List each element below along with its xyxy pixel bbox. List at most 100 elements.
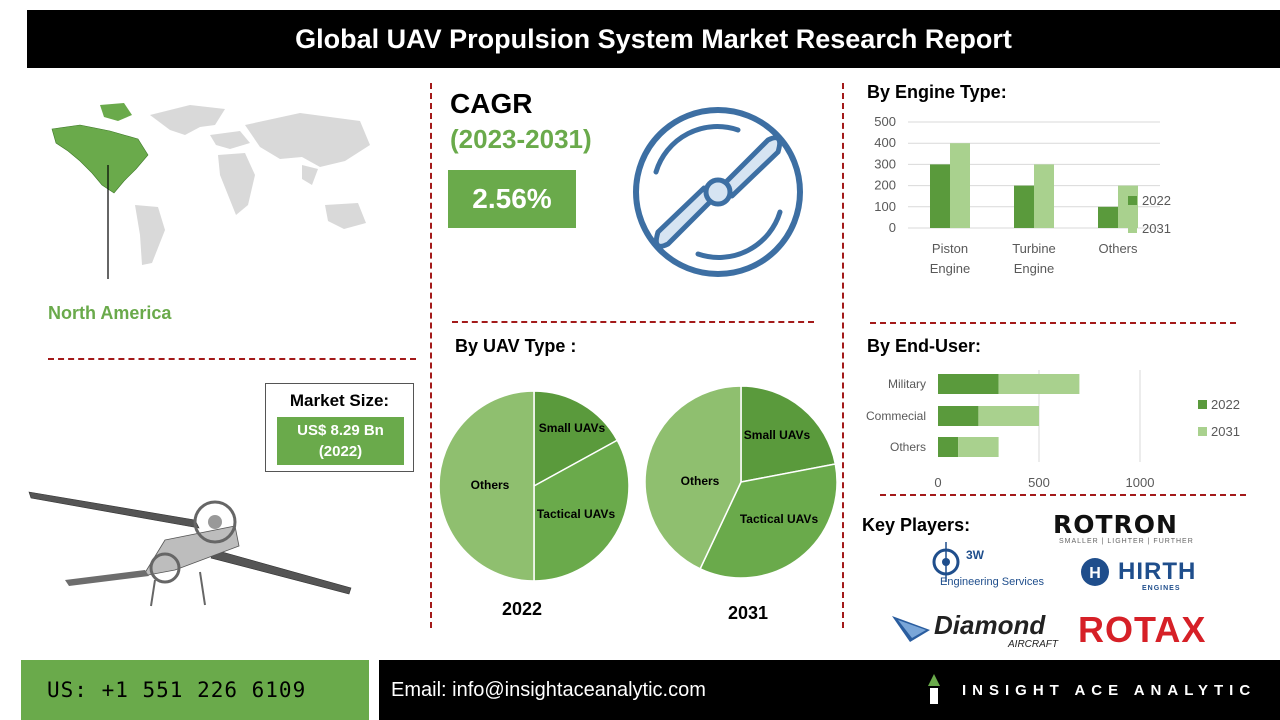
enduser-x-tick: 1000 xyxy=(1126,475,1155,490)
engine-y-tick: 300 xyxy=(874,156,896,171)
pie-slice-label: Others xyxy=(471,478,510,492)
diamond-logo: Diamond AIRCRAFT xyxy=(890,610,1075,652)
rotron-logo: ROTRON SMALLER | LIGHTER | FURTHER xyxy=(1053,512,1243,548)
pie-slice xyxy=(438,390,535,582)
pie-slice-label: Tactical UAVs xyxy=(537,507,616,521)
enduser-bar-2022 xyxy=(938,374,999,394)
pie-slice xyxy=(740,385,837,483)
engine-y-tick: 200 xyxy=(874,178,896,193)
engine-legend-swatch xyxy=(1128,196,1137,205)
engine-y-tick: 400 xyxy=(874,135,896,150)
engine-bar-2031 xyxy=(1034,164,1054,228)
enduser-x-tick: 0 xyxy=(934,475,941,490)
divider-engine xyxy=(870,322,1236,324)
market-size-amount: US$ 8.29 Bn xyxy=(297,422,384,439)
market-size-year: (2022) xyxy=(318,443,363,460)
diamond-wing-icon xyxy=(892,616,930,642)
pie-year-2031: 2031 xyxy=(728,603,769,623)
pie-slice-label: Tactical UAVs xyxy=(740,512,819,526)
world-map xyxy=(51,103,370,279)
divider-enduser xyxy=(880,494,1246,496)
engine-y-tick: 100 xyxy=(874,199,896,214)
cagr-title: CAGR xyxy=(450,88,533,119)
threew-logo-text: 3W xyxy=(966,548,984,562)
enduser-legend-label: 2031 xyxy=(1211,424,1240,439)
engine-type-chart: 0 100 200 300 400 500 Piston Engine Turbine Engin… xyxy=(874,114,1171,276)
engine-category-label: Engine xyxy=(1014,261,1054,276)
cagr-value: 2.56% xyxy=(448,170,576,228)
divider-right xyxy=(842,83,844,628)
engine-y-tick: 0 xyxy=(889,220,896,235)
uav-type-pie-2022: Small UAVs Tactical UAVs Others xyxy=(438,390,630,582)
threew-sub-text: Engineering Services xyxy=(940,576,1044,588)
pie-slice xyxy=(699,463,838,579)
pie-slice xyxy=(533,439,630,582)
rotron-tagline: SMALLER | LIGHTER | FURTHER xyxy=(1059,538,1194,545)
key-players-title: Key Players: xyxy=(862,515,971,535)
footer-email: Email: info@insightaceanalytic.com xyxy=(379,660,1280,720)
enduser-category-label: Others xyxy=(890,440,926,454)
enduser-bar-2022 xyxy=(938,437,959,457)
enduser-category-label: Military xyxy=(888,377,926,391)
enduser-bar-2022 xyxy=(938,406,979,426)
engine-legend-label: 2022 xyxy=(1142,193,1171,208)
market-size-title: Market Size: xyxy=(289,391,390,410)
engine-category-label: Turbine xyxy=(1012,241,1056,256)
divider-cagr xyxy=(452,321,814,323)
engine-type-title: By Engine Type: xyxy=(867,82,1007,102)
end-user-chart: 0 500 1000 Military Commecial Others 2022 2031 xyxy=(866,370,1240,490)
rotax-logo-text: ROTAX xyxy=(1078,609,1207,650)
divider-map xyxy=(48,358,416,360)
divider-left xyxy=(430,83,432,628)
enduser-legend-swatch xyxy=(1198,400,1207,409)
diamond-logo-text: Diamond xyxy=(934,610,1046,640)
uav-illustration xyxy=(28,491,352,607)
pie-slice xyxy=(644,385,742,570)
engine-category-label: Piston xyxy=(932,241,968,256)
enduser-category-label: Commecial xyxy=(866,409,926,423)
enduser-bar-2031 xyxy=(978,406,1039,426)
hirth-logo: H HIRTH ENGINES xyxy=(1080,556,1220,596)
market-size-box: Market Size: US$ 8.29 Bn (2022) xyxy=(265,383,414,472)
svg-text:H: H xyxy=(1089,565,1101,582)
hirth-logo-text: HIRTH xyxy=(1118,558,1197,585)
engine-legend-swatch xyxy=(1128,224,1137,233)
pie-slice-label: Small UAVs xyxy=(539,421,606,435)
region-label: North America xyxy=(48,303,172,323)
pie-year-2022: 2022 xyxy=(502,599,543,619)
rotax-logo: ROTAX xyxy=(1078,610,1248,650)
engine-bar-2031 xyxy=(1118,185,1138,228)
footer-brand: INSIGHT ACE ANALYTIC xyxy=(962,682,1257,699)
rotron-logo-text: ROTRON xyxy=(1053,510,1178,539)
engine-bar-2022 xyxy=(930,164,950,228)
engine-y-tick: 500 xyxy=(874,114,896,129)
engine-bar-2022 xyxy=(1098,206,1118,228)
enduser-x-tick: 500 xyxy=(1028,475,1050,490)
pie-slice-label: Small UAVs xyxy=(744,428,811,442)
diamond-sub-text: AIRCRAFT xyxy=(1008,639,1058,650)
end-user-title: By End-User: xyxy=(867,336,982,356)
engine-category-label: Others xyxy=(1098,241,1138,256)
propeller-icon xyxy=(633,107,803,277)
cagr-years: (2023-2031) xyxy=(450,124,592,154)
enduser-bar-2031 xyxy=(998,374,1080,394)
threew-logo: 3W Engineering Services xyxy=(930,540,1044,590)
engine-bar-2022 xyxy=(1014,185,1034,228)
hirth-sub-text: ENGINES xyxy=(1142,585,1181,592)
enduser-legend-swatch xyxy=(1198,427,1207,436)
hirth-emblem-icon: H xyxy=(1081,558,1109,586)
uav-type-pie-2031: Small UAVs Tactical UAVs Others xyxy=(644,385,838,579)
engine-legend-label: 2031 xyxy=(1142,221,1171,236)
report-title: Global UAV Propulsion System Market Rese… xyxy=(27,10,1280,68)
enduser-legend-label: 2022 xyxy=(1211,397,1240,412)
pie-slice xyxy=(533,390,619,488)
insight-ace-logo-icon xyxy=(928,674,940,704)
engine-bar-2031 xyxy=(950,143,970,228)
engine-category-label: Engine xyxy=(930,261,970,276)
pie-slice-label: Others xyxy=(681,474,720,488)
threew-emblem-icon xyxy=(932,542,960,582)
uav-type-title: By UAV Type : xyxy=(455,336,577,356)
footer-phone: US: +1 551 226 6109 xyxy=(21,660,369,720)
enduser-bar-2031 xyxy=(958,437,999,457)
market-size-value: US$ 8.29 Bn (2022) xyxy=(277,417,404,465)
